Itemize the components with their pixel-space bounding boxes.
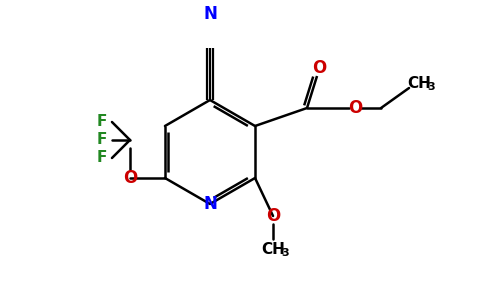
- Text: CH: CH: [407, 76, 431, 91]
- Text: N: N: [203, 5, 217, 23]
- Text: O: O: [312, 59, 326, 77]
- Text: 3: 3: [281, 248, 289, 258]
- Text: N: N: [203, 195, 217, 213]
- Text: O: O: [348, 99, 362, 117]
- Text: O: O: [123, 169, 137, 187]
- Text: F: F: [97, 133, 107, 148]
- Text: F: F: [97, 151, 107, 166]
- Text: F: F: [97, 115, 107, 130]
- Text: 3: 3: [427, 82, 435, 92]
- Text: CH: CH: [261, 242, 285, 256]
- Text: O: O: [266, 207, 280, 225]
